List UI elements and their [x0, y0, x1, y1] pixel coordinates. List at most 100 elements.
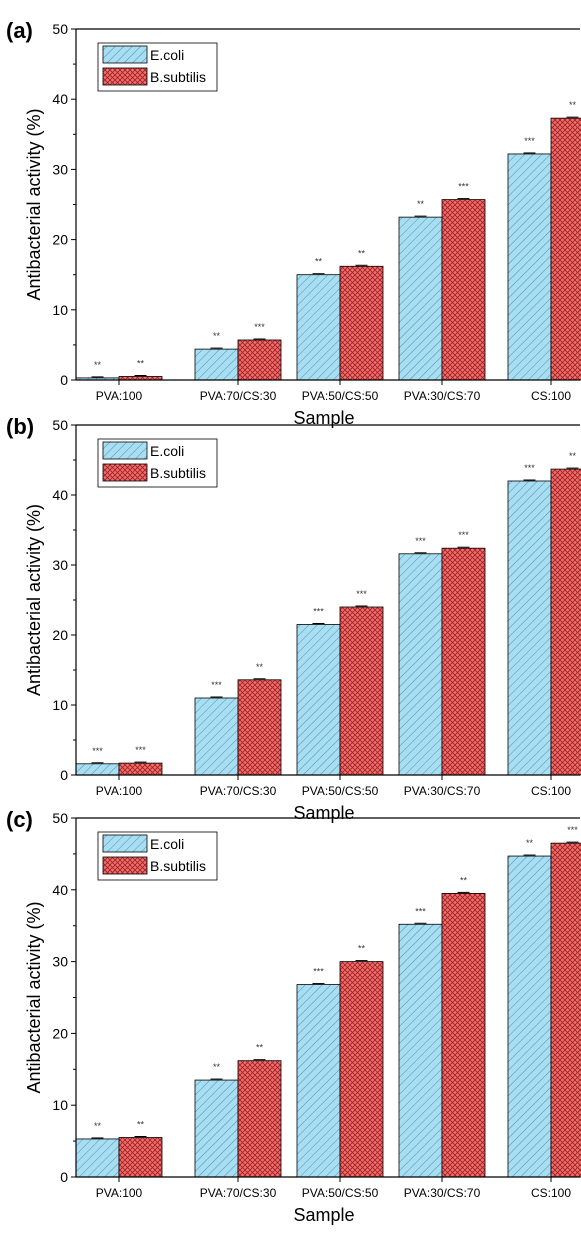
bar-bsubtilis: [441, 199, 486, 381]
bar-ecoli: [398, 553, 443, 776]
y-tick-label: 30: [52, 161, 68, 177]
significance-label: **: [315, 257, 323, 267]
y-tick-label: 20: [52, 1025, 68, 1041]
legend-label: B.subtilis: [150, 465, 206, 481]
panel-label: (b): [6, 414, 34, 439]
bar-ecoli: [398, 216, 443, 381]
bar-ecoli: [507, 153, 552, 381]
significance-label: **: [417, 199, 425, 209]
bar-ecoli: [507, 480, 552, 776]
significance-label: ***: [458, 182, 469, 192]
legend: E.coli B.subtilis: [97, 42, 218, 92]
x-axis-title: Sample: [293, 1205, 354, 1225]
legend-label: E.coli: [150, 836, 184, 852]
bar-bsubtilis: [550, 117, 581, 381]
panel-label: (a): [6, 18, 33, 43]
significance-label: ***: [254, 322, 265, 332]
y-tick-label: 30: [52, 557, 68, 573]
y-tick-label: 40: [52, 487, 68, 503]
significance-label: **: [460, 875, 468, 885]
y-axis-title: Antibacterial activity (%): [24, 108, 44, 300]
significance-label: **: [137, 1120, 145, 1130]
y-axis-title: Antibacterial activity (%): [24, 504, 44, 696]
legend-swatch-ecoli: [102, 441, 148, 460]
x-tick-label: PVA:100: [96, 784, 143, 798]
legend-label: B.subtilis: [150, 69, 206, 85]
bar-ecoli: [194, 697, 239, 776]
significance-label: **: [213, 1062, 221, 1072]
bar-ecoli: [75, 1138, 120, 1178]
y-tick-label: 10: [52, 1097, 68, 1113]
x-tick-label: CS:100: [531, 389, 571, 403]
bar-bsubtilis: [237, 679, 282, 776]
chart-panel-1: (a)** *********************01020304050PVA…: [6, 18, 581, 428]
bar-bsubtilis: [441, 547, 486, 776]
y-tick-label: 10: [52, 302, 68, 318]
x-tick-label: PVA:50/CS:50: [302, 1186, 379, 1200]
significance-label: ***: [458, 530, 469, 540]
y-tick-label: 40: [52, 882, 68, 898]
bar-bsubtilis: [339, 606, 384, 776]
bar-ecoli: [296, 274, 341, 381]
significance-label: ***: [135, 745, 146, 755]
significance-label: ***: [356, 589, 367, 599]
y-tick-label: 50: [52, 417, 68, 433]
significance-label: ***: [211, 680, 222, 690]
bar-bsubtilis: [339, 265, 384, 381]
y-tick-label: 20: [52, 627, 68, 643]
bar-bsubtilis: [237, 1060, 282, 1178]
y-tick-label: 10: [52, 697, 68, 713]
bar-ecoli: [296, 624, 341, 776]
bar-ecoli: [194, 348, 239, 381]
legend-swatch-ecoli: [102, 834, 148, 853]
y-tick-label: 0: [60, 372, 68, 388]
x-tick-label: PVA:30/CS:70: [404, 389, 481, 403]
significance-label: ***: [567, 825, 578, 835]
significance-label: ***: [524, 463, 535, 473]
significance-label: **: [569, 451, 577, 461]
bar-ecoli: [296, 984, 341, 1178]
bar-ecoli: [75, 763, 120, 776]
significance-label: **: [256, 1043, 264, 1053]
x-tick-label: CS:100: [531, 784, 571, 798]
significance-label: **: [213, 331, 221, 341]
chart-panel-2: (b)*** *************************010203040…: [6, 414, 581, 823]
bar-bsubtilis: [550, 842, 581, 1178]
significance-label: **: [526, 838, 534, 848]
legend-label: B.subtilis: [150, 858, 206, 874]
x-tick-label: PVA:70/CS:30: [200, 1186, 277, 1200]
legend-swatch-bsubtilis: [102, 856, 148, 875]
x-tick-label: PVA:100: [96, 1186, 143, 1200]
y-tick-label: 30: [52, 954, 68, 970]
legend-swatch-bsubtilis: [102, 463, 148, 482]
legend: E.coli B.subtilis: [97, 438, 218, 488]
x-tick-label: PVA:70/CS:30: [200, 389, 277, 403]
significance-label: **: [94, 360, 102, 370]
bar-bsubtilis: [118, 762, 163, 776]
chart-panel-3: (c)** *********************01020304050PVA…: [6, 807, 581, 1225]
legend: E.coli B.subtilis: [97, 831, 218, 881]
legend-swatch-bsubtilis: [102, 67, 148, 86]
significance-label: ***: [313, 967, 324, 977]
x-tick-label: CS:100: [531, 1186, 571, 1200]
y-tick-label: 0: [60, 1169, 68, 1185]
y-tick-label: 40: [52, 91, 68, 107]
significance-label: ***: [415, 906, 426, 916]
bar-bsubtilis: [118, 1137, 163, 1178]
legend-label: E.coli: [150, 47, 184, 63]
significance-label: **: [358, 944, 366, 954]
x-tick-label: PVA:70/CS:30: [200, 784, 277, 798]
legend-swatch-ecoli: [102, 45, 148, 64]
significance-label: **: [256, 662, 264, 672]
significance-label: **: [358, 248, 366, 258]
x-tick-label: PVA:30/CS:70: [404, 784, 481, 798]
y-tick-label: 0: [60, 767, 68, 783]
y-tick-label: 50: [52, 21, 68, 37]
bar-bsubtilis: [550, 468, 581, 776]
significance-label: **: [137, 358, 145, 368]
x-axis-title: Sample: [293, 803, 354, 823]
x-tick-label: PVA:50/CS:50: [302, 389, 379, 403]
y-tick-label: 20: [52, 232, 68, 248]
x-tick-label: PVA:100: [96, 389, 143, 403]
